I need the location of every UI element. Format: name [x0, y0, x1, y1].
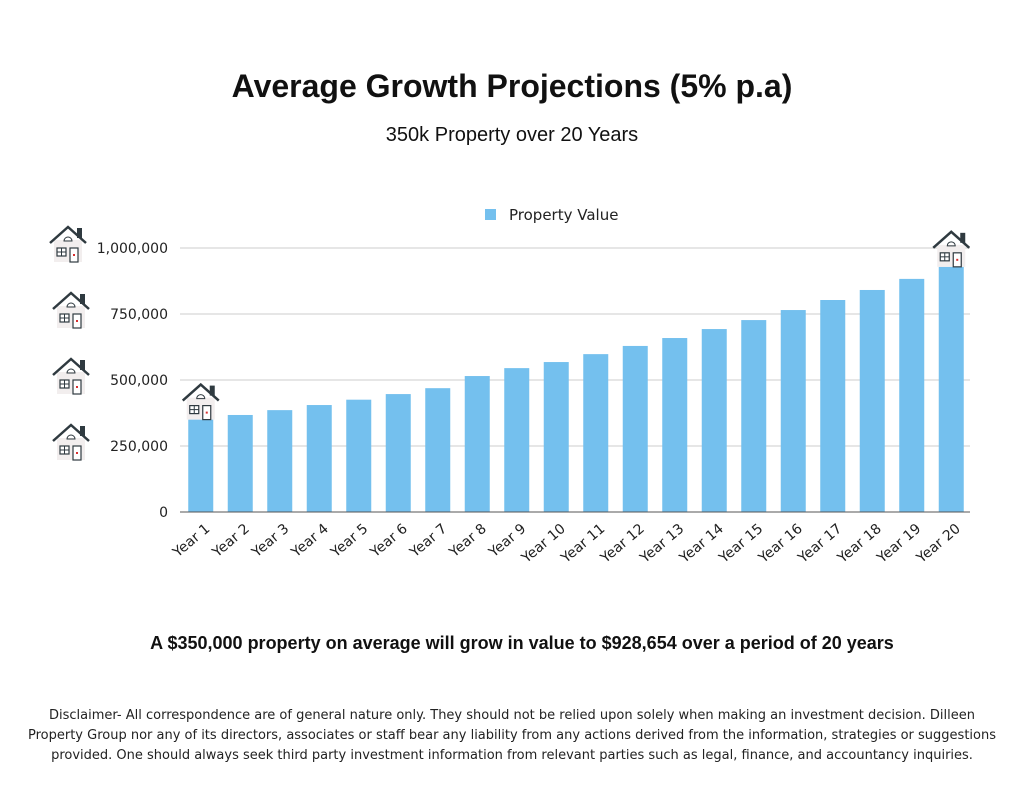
disclaimer-text: Disclaimer- All correspondence are of ge… [27, 708, 996, 763]
bar [583, 354, 609, 512]
y-tick-label: 1,000,000 [97, 241, 168, 257]
x-tick-label: Year 13 [637, 521, 688, 567]
legend: Property Value [485, 206, 618, 224]
x-tick-label: Year 1 [169, 521, 213, 562]
bar [543, 362, 569, 512]
house-icon [932, 230, 971, 269]
house-icon [51, 291, 91, 330]
bar [780, 310, 806, 512]
bar [899, 278, 925, 512]
bar [464, 376, 490, 512]
y-tick-label: 250,000 [110, 439, 168, 455]
y-tick-label: 0 [159, 505, 168, 521]
x-tick-label: Year 4 [288, 521, 332, 562]
x-tick-label: Year 12 [597, 521, 648, 567]
x-tick-label: Year 17 [795, 521, 846, 567]
bar [859, 289, 885, 512]
bar [938, 266, 964, 512]
bar [662, 338, 688, 512]
bars [188, 266, 964, 512]
y-tick-label: 500,000 [110, 373, 168, 389]
chart-subtitle: 350k Property over 20 Years [385, 124, 639, 146]
x-tick-label: Year 18 [834, 521, 885, 567]
x-tick-label: Year 6 [367, 521, 411, 562]
bar [346, 399, 372, 512]
chart-title: Average Growth Projections (5% p.a) [231, 68, 793, 104]
x-tick-label: Year 2 [209, 521, 253, 562]
x-tick-label: Year 20 [913, 521, 964, 567]
x-tick-label: Year 5 [327, 521, 371, 562]
bar [227, 414, 253, 512]
bar [306, 405, 332, 512]
y-tick-label: 750,000 [110, 307, 168, 323]
bar [385, 394, 411, 512]
x-tick-label: Year 10 [518, 521, 569, 567]
bar [188, 419, 214, 512]
bar [820, 300, 846, 512]
house-icon [48, 225, 88, 264]
bar [504, 368, 530, 512]
bar [701, 329, 727, 512]
bar [425, 388, 451, 512]
summary-text: A $350,000 property on average will grow… [150, 633, 894, 653]
x-tick-label: Year 8 [446, 521, 490, 562]
gridlines [180, 247, 970, 447]
legend-label: Property Value [509, 206, 618, 224]
x-tick-label: Year 16 [755, 521, 806, 567]
x-tick-label: Year 19 [874, 521, 925, 567]
bar [267, 410, 293, 512]
y-axis-ticks: 0 250,000 500,000 750,000 1,000,000 [97, 241, 168, 521]
bar [622, 345, 648, 512]
house-icon [51, 357, 91, 396]
house-icon [181, 383, 220, 421]
x-tick-label: Year 7 [406, 521, 450, 562]
x-tick-label: Year 15 [716, 521, 767, 567]
x-tick-label: Year 14 [676, 521, 727, 567]
x-tick-label: Year 11 [558, 521, 609, 567]
legend-swatch [485, 209, 496, 220]
house-icon [51, 423, 91, 462]
x-tick-label: Year 3 [248, 521, 292, 562]
bar [741, 320, 767, 512]
